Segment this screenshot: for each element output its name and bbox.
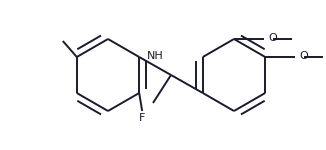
Text: O: O (299, 51, 308, 61)
Text: O: O (268, 33, 277, 43)
Text: F: F (139, 113, 145, 123)
Text: NH: NH (147, 51, 163, 61)
